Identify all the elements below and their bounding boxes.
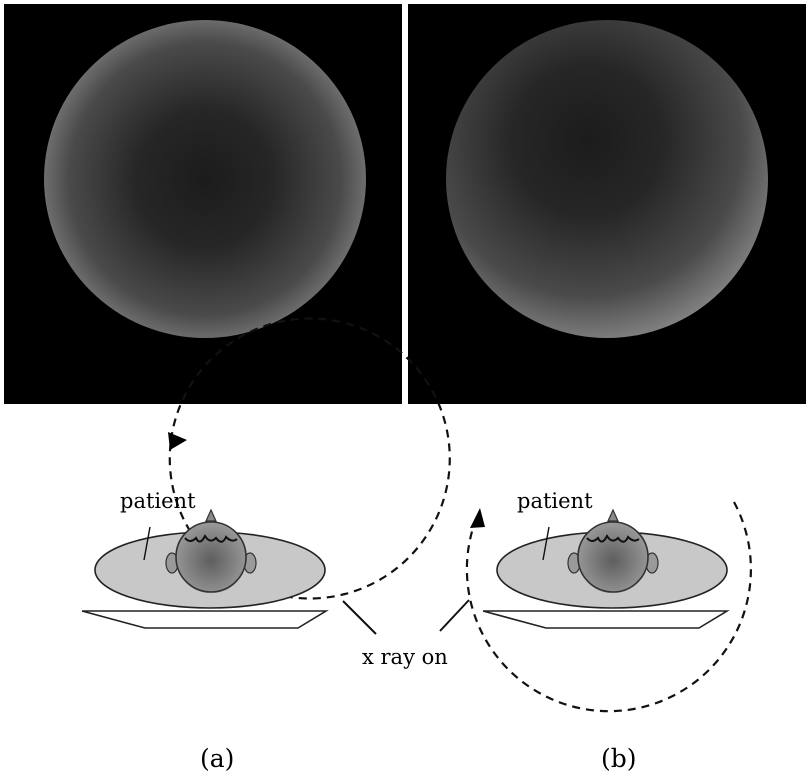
patient-head-b xyxy=(577,521,649,593)
patient-table-a xyxy=(81,610,329,629)
trajectory-arc-b xyxy=(465,501,752,713)
xray-annotation: x ray on xyxy=(342,599,470,669)
hair-a xyxy=(184,533,238,543)
patient-pointer-a xyxy=(143,526,151,561)
ct-image-b xyxy=(408,4,806,404)
phantom-disk-b xyxy=(446,20,768,338)
hair-b xyxy=(586,533,640,543)
xray-label: x ray on xyxy=(362,645,448,669)
xray-pointer-a xyxy=(342,600,377,635)
patient-label-b: patient xyxy=(517,489,593,513)
patient-table-b xyxy=(482,610,730,629)
caption-a: (a) xyxy=(200,744,234,773)
xray-pointer-b xyxy=(439,599,470,632)
patient-pointer-b xyxy=(542,526,550,561)
schematic-b: patient xyxy=(465,489,752,713)
trajectory-arrow-b xyxy=(470,508,485,528)
schematic-a: patient xyxy=(81,317,451,629)
ct-image-a xyxy=(4,4,402,404)
phantom-disk-a xyxy=(44,20,366,338)
nose-b xyxy=(607,508,619,522)
caption-b: (b) xyxy=(601,744,637,773)
trajectory-arrow-a xyxy=(168,432,187,450)
patient-head-a xyxy=(175,521,247,593)
patient-label-a: patient xyxy=(120,489,196,513)
nose-a xyxy=(205,508,217,522)
